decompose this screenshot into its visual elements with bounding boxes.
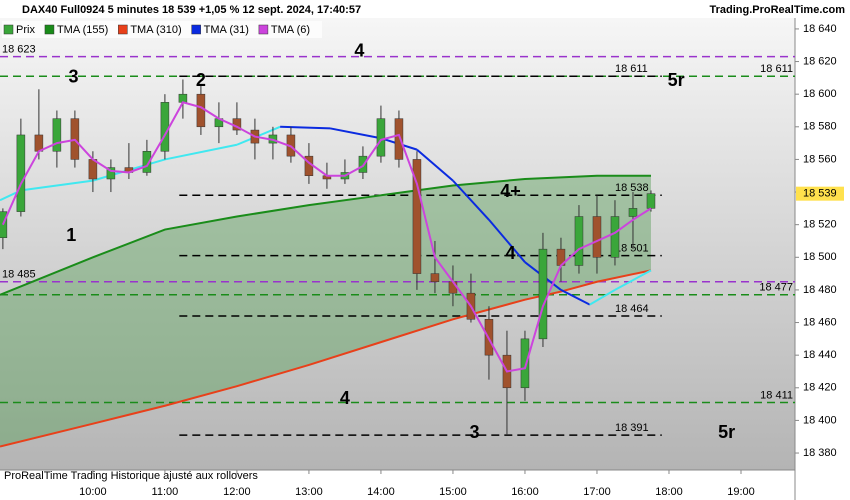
legend-swatch xyxy=(44,24,55,35)
x-tick-label: 15:00 xyxy=(439,486,467,498)
candle-body xyxy=(592,216,602,258)
candle-body xyxy=(142,151,152,173)
candle-body xyxy=(412,159,422,274)
legend-label: TMA (310) xyxy=(130,24,181,36)
band-fill xyxy=(0,175,651,447)
annotation: 3 xyxy=(68,67,78,87)
y-tick-label: 18 580 xyxy=(803,121,837,133)
legend-bg xyxy=(2,21,323,38)
legend-swatch xyxy=(3,24,14,35)
annotation: 4 xyxy=(354,41,364,61)
ma-line xyxy=(488,219,526,263)
ma-line xyxy=(330,127,382,140)
legend-swatch xyxy=(118,24,128,35)
candle-body xyxy=(574,216,584,266)
legend-label: Prix xyxy=(16,24,35,36)
legend-swatch xyxy=(258,24,269,35)
level-label: 18 501 xyxy=(615,243,649,255)
last-price-box xyxy=(796,186,844,201)
y-tick-label: 18 620 xyxy=(803,55,837,67)
legend-label: TMA (6) xyxy=(271,24,310,36)
ma-line xyxy=(20,179,94,192)
candle-body xyxy=(106,167,116,180)
candle-body xyxy=(376,118,386,157)
y-tick-label: 18 520 xyxy=(803,219,837,231)
y-tick-label: 18 420 xyxy=(803,382,837,394)
x-tick-label: 17:00 xyxy=(583,486,611,498)
annotation: 2 xyxy=(196,70,206,90)
ma-line xyxy=(0,174,651,296)
ma-line xyxy=(614,269,652,291)
annotation: 5r xyxy=(668,70,685,90)
x-tick-label: 18:00 xyxy=(655,486,683,498)
candle-body xyxy=(610,216,620,258)
ma-line xyxy=(164,143,238,161)
y-tick-label: 18 560 xyxy=(803,153,837,165)
candle-body xyxy=(178,93,188,103)
level-label: 18 411 xyxy=(760,389,793,401)
plot-bg xyxy=(0,18,795,470)
legend-swatch xyxy=(191,24,201,35)
level-label: 18 611 xyxy=(615,63,648,75)
x-tick-label: 13:00 xyxy=(295,486,323,498)
y-tick-label: 18 460 xyxy=(803,316,837,328)
candle-body xyxy=(34,134,44,152)
y-tick-label: 18 640 xyxy=(803,23,837,35)
x-tick-label: 19:00 xyxy=(727,486,755,498)
candle-body xyxy=(160,102,170,152)
x-tick-label: 12:00 xyxy=(223,486,251,498)
annotation: 4 xyxy=(506,243,516,263)
level-label: 18 538 xyxy=(615,182,649,194)
ma-line xyxy=(1,101,652,373)
level-label: 18 611 xyxy=(760,63,793,75)
legend-label: TMA (31) xyxy=(204,24,249,36)
candle-body xyxy=(394,118,404,160)
footer: ProRealTime Trading Historique ajusté au… xyxy=(4,470,258,482)
ma-line xyxy=(0,269,652,448)
y-tick-label: 18 480 xyxy=(803,284,837,296)
y-tick-label: 18 500 xyxy=(803,251,837,263)
x-tick-label: 14:00 xyxy=(367,486,395,498)
annotation: 4+ xyxy=(500,181,521,201)
annotation: 4 xyxy=(340,388,350,408)
ma-line xyxy=(416,148,454,182)
level-label: 18 485 xyxy=(2,269,36,281)
level-label: 18 391 xyxy=(615,422,649,434)
chart-title: DAX40 Full0924 5 minutes 18 539 +1,05 % … xyxy=(22,4,361,16)
level-label: 18 623 xyxy=(2,44,36,56)
y-tick-label: 18 440 xyxy=(803,349,837,361)
legend: Prix TMA (155) TMA (310) TMA (31) TMA (6) xyxy=(2,21,323,38)
y-tick-label: 18 400 xyxy=(803,414,837,426)
candle-body xyxy=(538,248,548,340)
candle-body xyxy=(628,208,638,217)
level-label: 18 477 xyxy=(759,282,793,294)
source: Trading.ProRealTime.com xyxy=(709,4,845,16)
legend-label: TMA (155) xyxy=(57,24,108,36)
annotation: 1 xyxy=(66,225,76,245)
ma-line xyxy=(452,179,490,221)
ma-line xyxy=(280,125,331,130)
ma-line xyxy=(560,289,591,306)
ma-line xyxy=(589,289,616,306)
last-price-label: 18 539 xyxy=(803,188,837,200)
x-tick-label: 10:00 xyxy=(79,486,107,498)
candle-body xyxy=(646,193,656,209)
candle-body xyxy=(52,118,62,152)
candle-body xyxy=(196,93,206,128)
candle-body xyxy=(520,338,530,389)
y-tick-label: 18 380 xyxy=(803,447,837,459)
x-tick-label: 11:00 xyxy=(152,486,179,498)
annotation: 5r xyxy=(718,422,735,442)
annotation: 3 xyxy=(470,422,480,442)
candle-body xyxy=(430,273,440,283)
y-tick-label: 18 600 xyxy=(803,88,837,100)
candle-body xyxy=(16,134,26,212)
level-label: 18 464 xyxy=(615,303,649,315)
candle-body xyxy=(448,281,458,294)
x-tick-label: 16:00 xyxy=(511,486,539,498)
